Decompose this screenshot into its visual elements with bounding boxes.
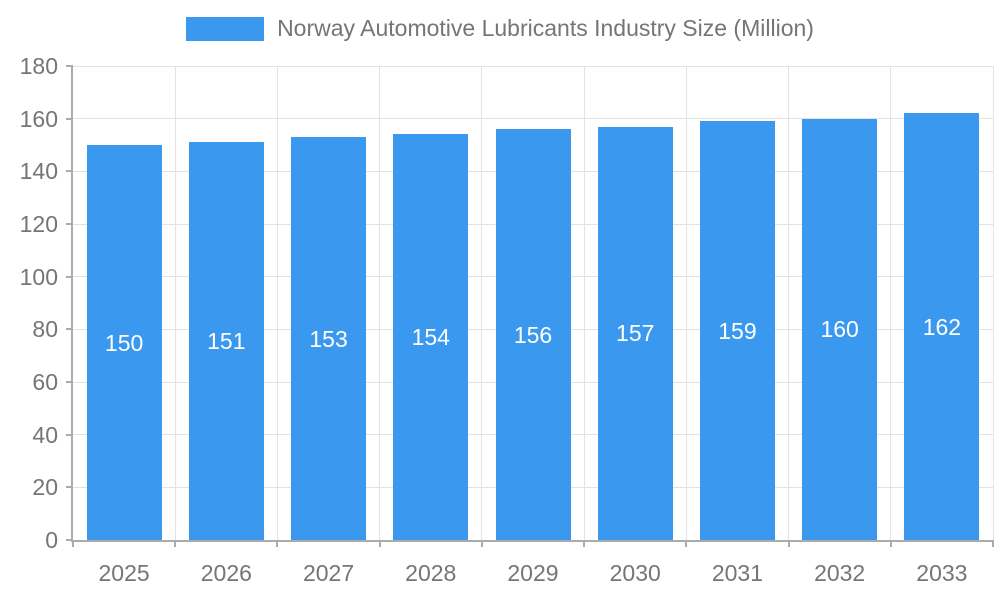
x-gridline <box>788 66 790 540</box>
y-tick-mark <box>66 328 73 331</box>
x-axis-label: 2031 <box>711 560 764 586</box>
y-axis-label: 140 <box>19 158 58 185</box>
y-tick-mark <box>66 223 73 225</box>
x-axis-label: 2025 <box>98 560 150 586</box>
x-tick-mark <box>174 540 177 547</box>
x-tick-mark <box>72 540 74 547</box>
y-tick-mark <box>66 433 73 436</box>
y-tick-mark <box>66 65 73 67</box>
bar[interactable] <box>597 126 673 540</box>
y-tick-mark <box>66 486 73 489</box>
x-axis-label: 2028 <box>405 560 457 586</box>
x-gridline <box>174 66 176 540</box>
y-axis-label: 20 <box>32 474 58 501</box>
x-tick-mark <box>889 540 892 547</box>
x-tick-mark <box>378 540 381 547</box>
bar-value-label: 156 <box>513 321 553 348</box>
x-tick-mark <box>992 540 994 547</box>
bar[interactable] <box>904 113 980 540</box>
x-gridline <box>583 66 585 540</box>
bar[interactable] <box>699 121 775 540</box>
x-gridline <box>481 66 483 540</box>
x-tick-mark <box>787 540 790 547</box>
x-gridline <box>685 66 687 540</box>
x-axis-label: 2026 <box>200 560 252 586</box>
bar[interactable] <box>495 129 571 540</box>
x-axis-label: 2033 <box>916 560 968 586</box>
y-axis-label: 160 <box>19 105 58 132</box>
x-gridline <box>276 66 278 540</box>
bar-value-label: 151 <box>207 328 246 355</box>
legend-swatch-icon <box>186 16 265 41</box>
y-tick-mark <box>66 117 73 120</box>
legend-title: Norway Automotive Lubricants Industry Si… <box>277 15 814 41</box>
y-tick-mark <box>66 381 73 383</box>
legend-item[interactable]: Norway Automotive Lubricants Industry Si… <box>0 15 1000 42</box>
bar-value-label: 154 <box>411 324 450 351</box>
y-axis-label: 120 <box>19 211 58 237</box>
bar[interactable] <box>188 142 264 540</box>
y-axis-label: 80 <box>32 316 58 343</box>
x-gridline <box>890 66 892 540</box>
y-gridline <box>73 65 993 67</box>
bar-value-label: 157 <box>616 320 655 347</box>
bar[interactable] <box>86 145 162 540</box>
x-axis-label: 2027 <box>302 560 355 586</box>
bar-value-label: 160 <box>820 316 859 343</box>
x-axis-label: 2030 <box>609 560 661 586</box>
y-tick-mark <box>66 275 73 278</box>
y-axis-line <box>71 66 73 540</box>
x-tick-mark <box>480 540 483 547</box>
y-axis-label: 60 <box>32 369 58 395</box>
bar-value-label: 159 <box>718 317 757 344</box>
bar[interactable] <box>393 134 469 540</box>
y-axis-label: 100 <box>19 263 58 290</box>
bar[interactable] <box>291 137 367 540</box>
y-axis-label: 40 <box>32 421 58 448</box>
x-tick-mark <box>685 540 688 547</box>
bar[interactable] <box>802 118 878 540</box>
x-axis-label: 2029 <box>507 560 559 586</box>
y-tick-mark <box>66 170 73 173</box>
y-axis-label: 0 <box>45 527 58 553</box>
x-tick-mark <box>276 540 279 547</box>
x-axis-label: 2032 <box>814 560 866 586</box>
bar-value-label: 153 <box>309 325 348 352</box>
x-axis-line <box>71 540 993 542</box>
bar-value-label: 162 <box>922 313 962 340</box>
x-gridline <box>992 66 994 540</box>
y-tick-mark <box>66 539 73 541</box>
bar-value-label: 150 <box>104 329 144 356</box>
y-gridline <box>73 118 993 120</box>
x-gridline <box>379 66 381 540</box>
x-tick-mark <box>583 540 586 547</box>
y-axis-label: 180 <box>19 53 58 79</box>
